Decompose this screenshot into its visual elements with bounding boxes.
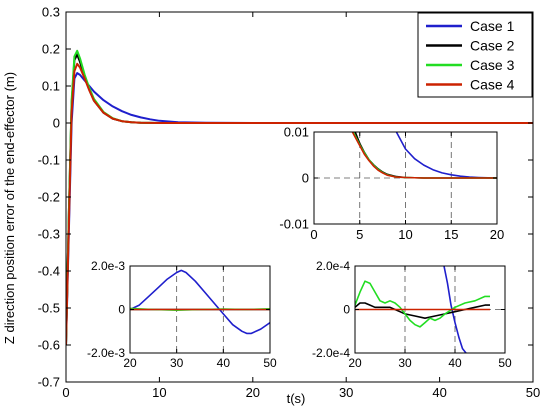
y-tick-label: 0.1 (42, 79, 60, 94)
x-tick-label: 50 (263, 356, 277, 370)
y-tick-label: 0 (118, 303, 125, 317)
y-tick-label: -2.0e-4 (312, 346, 350, 360)
y-tick-label: -0.3 (38, 227, 60, 242)
x-tick-label: 20 (123, 356, 137, 370)
y-tick-label: 2.0e-4 (316, 259, 350, 273)
inset-bottom-right: 20 30 40 50 -2.0e-4 0 2.0e-4 (312, 259, 512, 370)
y-tick-label: -0.4 (38, 264, 60, 279)
y-tick-label: 0.01 (284, 125, 309, 140)
legend-label-case-1: Case 1 (470, 18, 515, 34)
y-tick-label: -0.6 (38, 338, 60, 353)
x-tick-label: 30 (170, 356, 184, 370)
x-tick-label: 10 (398, 227, 412, 242)
x-tick-label: 30 (398, 356, 412, 370)
series-line-case-1 (443, 266, 467, 353)
series-group (355, 266, 490, 353)
x-tick-label: 30 (339, 385, 353, 400)
x-tick-label: 20 (348, 356, 362, 370)
main-plot: 0 10 20 30 40 50-0.7-0.6-0.5-0.4-0.3-0.2-0.10… (38, 5, 541, 400)
x-tick-label: 40 (448, 356, 462, 370)
y-tick-label: -2.0e-3 (87, 346, 125, 360)
series-line-case-4 (66, 62, 533, 346)
y-tick-label: 0 (53, 116, 60, 131)
y-tick-label: -0.2 (38, 190, 60, 205)
x-tick-label: 0 (310, 227, 317, 242)
x-tick-label: 15 (444, 227, 458, 242)
x-axis-label: t(s) (287, 391, 306, 406)
y-axis-label: Z direction position error of the end-ef… (2, 72, 17, 344)
x-tick-label: 50 (526, 385, 540, 400)
series-group (130, 269, 270, 335)
series-group (351, 132, 497, 179)
y-tick-label: 2.0e-3 (91, 259, 125, 273)
x-tick-label: 40 (432, 385, 446, 400)
inset-bottom-left: 20 30 40 50 -2.0e-3 0 2.0e-3 (87, 259, 277, 370)
y-tick-label: 0.3 (42, 5, 60, 20)
y-tick-label: -0.7 (38, 375, 60, 390)
series-group (66, 49, 533, 346)
x-tick-label: 20 (246, 385, 260, 400)
x-tick-label: 10 (152, 385, 166, 400)
y-tick-label: -0.1 (38, 153, 60, 168)
x-tick-label: 0 (62, 385, 69, 400)
legend-label-case-3: Case 3 (470, 57, 515, 73)
series-line-case-4 (351, 132, 497, 179)
series-line-case-3 (355, 280, 490, 328)
legend-label-case-4: Case 4 (470, 77, 515, 93)
x-tick-label: 40 (217, 356, 231, 370)
y-tick-label: 0 (302, 171, 309, 186)
x-tick-label: 20 (490, 227, 504, 242)
legend: Case 1 Case 2 Case 3 Case 4 (417, 12, 533, 98)
y-tick-label: 0.2 (42, 42, 60, 57)
y-tick-label: 0 (343, 303, 350, 317)
x-tick-label: 5 (356, 227, 363, 242)
series-line-case-1 (130, 269, 270, 335)
y-tick-label: -0.5 (38, 301, 60, 316)
y-tick-label: -0.01 (279, 217, 309, 232)
legend-label-case-2: Case 2 (470, 38, 515, 54)
legend-box (417, 12, 533, 98)
x-tick-label: 50 (498, 356, 512, 370)
